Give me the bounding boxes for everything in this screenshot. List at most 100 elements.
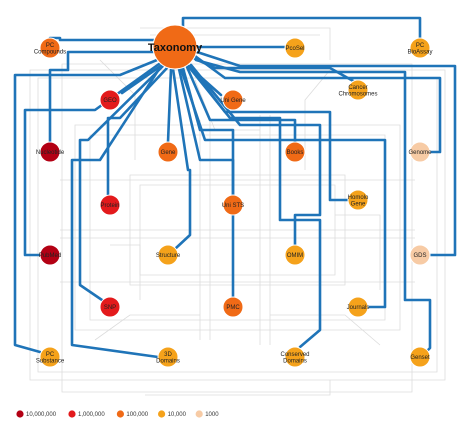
legend-label: 1000 <box>205 412 219 418</box>
node-genset[interactable]: Genset <box>409 346 431 368</box>
link-taxonomy-conserved-domains <box>187 65 322 349</box>
node-conserved-domains-circle[interactable] <box>284 346 306 368</box>
trace-0 <box>29 69 446 381</box>
node-snp-circle[interactable] <box>99 296 121 318</box>
node-pc-substance-label: Substance <box>36 358 65 364</box>
node-journals-label: Journals <box>347 305 370 311</box>
node-homolo-gene-label: Gene <box>351 201 366 207</box>
legend-item-3: 10,000 <box>158 410 187 418</box>
link-taxonomy-structure <box>171 67 192 250</box>
background-circuit-traces <box>29 27 446 396</box>
link-taxonomy-gene <box>166 67 173 144</box>
taxonomy-hub[interactable]: Taxonomy <box>148 24 203 70</box>
node-unigene-label: Uni Gene <box>220 98 246 104</box>
node-cancer-chromosomes-circle[interactable] <box>347 79 369 101</box>
node-genome[interactable]: Genome <box>408 141 432 163</box>
node-omim[interactable]: OMIM <box>284 244 306 266</box>
trace-21 <box>270 314 381 346</box>
node-unigene[interactable]: Uni Gene <box>220 89 246 111</box>
trace-23 <box>110 244 141 300</box>
node-pc-bioassay-label: BioAssay <box>407 49 432 55</box>
node-gene[interactable]: Gene <box>157 141 179 163</box>
node-protein[interactable]: Protein <box>99 194 121 216</box>
node-pcsell-circle[interactable] <box>284 37 306 59</box>
node-nucleotide[interactable]: Nucleotide <box>36 141 65 163</box>
taxonomy-hub-label: Taxonomy <box>148 42 203 54</box>
node-genset-label: Genset <box>410 355 430 361</box>
node-gene-circle[interactable] <box>157 141 179 163</box>
legend-item-1: 1,000,000 <box>68 410 105 418</box>
node-pmc[interactable]: PMC <box>222 296 244 318</box>
node-pc-compounds-label: Compounds <box>34 49 66 55</box>
node-protein-label: Protein <box>100 203 119 209</box>
node-pmc-circle[interactable] <box>222 296 244 318</box>
node-3d-domains-circle[interactable] <box>157 346 179 368</box>
node-genome-label: Genome <box>408 150 432 156</box>
node-gds[interactable]: GDS <box>409 244 431 266</box>
node-pc-compounds-circle[interactable] <box>39 37 61 59</box>
node-books-label: Books <box>287 150 304 156</box>
node-geo[interactable]: GEO <box>99 89 121 111</box>
node-geo-circle[interactable] <box>99 89 121 111</box>
node-books-circle[interactable] <box>284 141 306 163</box>
node-omim-circle[interactable] <box>284 244 306 266</box>
legend-item-0: 10,000,000 <box>16 410 57 418</box>
trace-4 <box>89 134 386 321</box>
node-pc-substance-circle[interactable] <box>39 346 61 368</box>
link-taxonomy-pc-substance <box>13 58 159 354</box>
node-homolo-gene-circle[interactable] <box>347 189 369 211</box>
node-pcsell[interactable]: PcoSel <box>284 37 306 59</box>
node-pubmed-circle[interactable] <box>39 244 61 266</box>
link-taxonomy-gds <box>195 50 457 257</box>
node-books[interactable]: Books <box>284 141 306 163</box>
node-3d-domains-label: Domains <box>156 358 180 364</box>
trace-20 <box>94 314 200 341</box>
legend-swatch <box>16 410 24 418</box>
node-unists[interactable]: Uni STS <box>222 194 244 216</box>
legend-item-4: 1000 <box>195 410 219 418</box>
link-taxonomy-3d-domains <box>70 64 163 359</box>
trace-24 <box>335 214 381 290</box>
legend-item-2: 100,000 <box>116 410 149 418</box>
node-genset-circle[interactable] <box>409 346 431 368</box>
legend-label: 10,000 <box>168 412 187 418</box>
node-journals[interactable]: Journals <box>347 296 370 318</box>
trace-5 <box>129 174 346 286</box>
link-taxonomy-pmc <box>177 67 235 299</box>
taxonomy-hub-circle[interactable] <box>152 24 198 70</box>
legend-swatch <box>116 410 124 418</box>
node-unists-circle[interactable] <box>222 194 244 216</box>
node-nucleotide-circle[interactable] <box>39 141 61 163</box>
node-pubmed[interactable]: PubMed <box>39 244 61 266</box>
node-pc-compounds-label: PC <box>46 43 55 49</box>
node-snp-label: SNP <box>104 305 116 311</box>
node-pubmed-label: PubMed <box>39 253 61 259</box>
link-taxonomy-protein <box>106 66 169 197</box>
node-gds-circle[interactable] <box>409 244 431 266</box>
trace-17 <box>145 380 331 396</box>
legend-label: 10,000,000 <box>26 412 57 418</box>
link-taxonomy-books <box>185 65 297 144</box>
node-unigene-circle[interactable] <box>222 89 244 111</box>
trace-15 <box>140 27 331 60</box>
node-homolo-gene-label: Homolo <box>348 195 369 201</box>
node-genome-circle[interactable] <box>409 141 431 163</box>
node-pcsell-label: PcoSel <box>285 46 304 52</box>
node-journals-circle[interactable] <box>347 296 369 318</box>
node-structure-circle[interactable] <box>157 244 179 266</box>
link-taxonomy-genset <box>194 58 432 352</box>
node-pc-bioassay-circle[interactable] <box>409 37 431 59</box>
node-structure[interactable]: Structure <box>156 244 181 266</box>
node-protein-circle[interactable] <box>99 194 121 216</box>
node-snp[interactable]: SNP <box>99 296 121 318</box>
link-taxonomy-nucleotide <box>48 50 155 144</box>
node-conserved-domains-label: Domains <box>283 358 307 364</box>
